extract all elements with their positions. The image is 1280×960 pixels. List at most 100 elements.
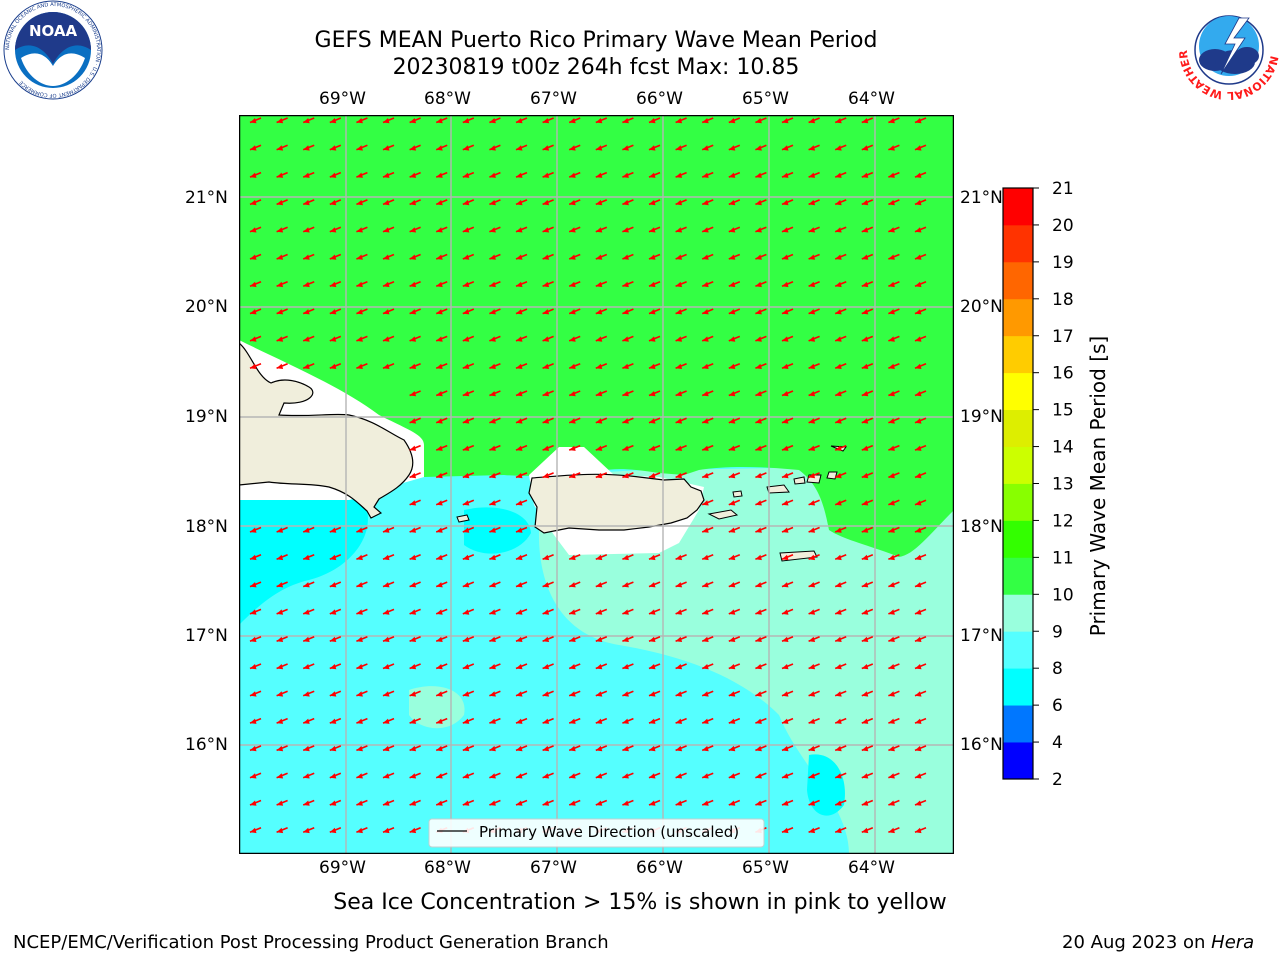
wave-arrow-head (675, 145, 683, 151)
wave-arrow-head (329, 281, 337, 288)
wave-arrow-head (329, 145, 337, 151)
wave-arrow-head (489, 363, 496, 369)
wave-arrow-head (250, 745, 257, 752)
wave-arrow-head (569, 445, 576, 451)
lat-label-right: 16°N (960, 735, 1003, 755)
colorbar-tick-label: 20 (1052, 216, 1074, 236)
lat-label-right: 19°N (960, 407, 1003, 427)
wave-arrow-head (356, 664, 363, 670)
wave-arrow-head (569, 391, 576, 397)
wave-arrow-head (675, 636, 683, 642)
wave-arrow-head (329, 609, 337, 615)
wave-arrow-head (276, 718, 284, 724)
wave-arrow-head (782, 745, 789, 752)
colorbar-segment (1003, 668, 1033, 706)
wave-arrow-head (356, 691, 363, 697)
wave-arrow-head (356, 363, 363, 369)
wave-arrow-head (569, 418, 576, 424)
wave-arrow-head (462, 363, 470, 369)
wave-arrow-head (516, 227, 523, 233)
wave-arrow-head (649, 773, 656, 779)
wave-arrow-head (649, 254, 656, 260)
lon-label-top: 64°W (848, 89, 895, 109)
colorbar-segment (1003, 224, 1033, 263)
wave-arrow-head (808, 500, 816, 506)
wave-arrow-head (409, 309, 417, 315)
wave-arrow-head (542, 336, 550, 342)
wave-arrow-head (915, 773, 922, 779)
noaa-logo-text: NOAA (29, 22, 78, 40)
wave-arrow-head (835, 773, 842, 779)
wave-arrow-head (915, 309, 922, 315)
wave-arrow-head (888, 582, 895, 588)
colorbar-segment (1003, 409, 1033, 447)
wave-arrow-head (702, 691, 709, 697)
wave-arrow-head (383, 718, 390, 724)
lon-label-bottom: 65°W (742, 858, 789, 878)
wave-arrow-head (861, 118, 869, 124)
wave-arrow-head (649, 472, 656, 479)
wave-arrow-head (808, 636, 816, 642)
wave-arrow-head (462, 418, 470, 424)
wave-arrow-head (383, 227, 390, 233)
wave-arrow-head (436, 582, 443, 588)
wave-arrow-head (861, 472, 869, 479)
colorbar-tick-label: 14 (1052, 438, 1074, 458)
wave-arrow-head (595, 582, 603, 588)
wave-arrow-head (915, 418, 922, 424)
wave-arrow-head (808, 199, 816, 206)
wave-arrow-head (383, 118, 390, 124)
wave-arrow-head (782, 172, 789, 178)
wave-arrow-head (569, 664, 576, 670)
wave-arrow-head (755, 145, 762, 151)
wave-arrow-head (728, 118, 736, 124)
wave-arrow-head (755, 445, 762, 451)
wave-arrow-head (782, 254, 789, 260)
wave-arrow-head (595, 636, 603, 642)
wave-arrow-head (569, 773, 576, 779)
wave-arrow-head (569, 691, 576, 697)
wave-arrow-head (622, 800, 629, 806)
wave-arrow-head (276, 636, 284, 642)
wave-arrow-head (915, 445, 922, 451)
colorbar-tick-label: 19 (1052, 253, 1074, 273)
wave-arrow-head (915, 827, 922, 834)
wave-arrow-head (383, 745, 390, 752)
wave-arrow-head (542, 145, 550, 151)
wave-arrow-head (329, 336, 337, 342)
wave-arrow-head (861, 609, 869, 615)
wave-arrow-head (888, 472, 895, 479)
wave-arrow-head (675, 363, 683, 369)
wave-arrow-head (383, 527, 390, 533)
wave-arrow-head (542, 391, 550, 397)
wave-arrow-head (356, 636, 363, 642)
colorbar-segment (1003, 520, 1033, 558)
wave-arrow-head (542, 718, 550, 724)
wave-arrow-head (516, 254, 523, 260)
colorbar-tick-label: 18 (1052, 290, 1074, 310)
wave-arrow-head (782, 309, 789, 315)
wave-arrow-head (329, 254, 337, 260)
wave-arrow-head (755, 199, 762, 206)
wave-arrow-head (782, 336, 789, 342)
wave-arrow-head (622, 554, 629, 561)
wave-arrow-head (595, 800, 603, 806)
wave-arrow-head (755, 773, 762, 779)
wave-arrow-head (808, 773, 816, 779)
wave-arrow-head (303, 554, 310, 561)
wave-arrow-head (569, 172, 576, 178)
wave-arrow-head (516, 145, 523, 151)
wave-arrow-head (888, 609, 895, 615)
wave-arrow-head (462, 500, 470, 506)
lat-label-left: 20°N (185, 297, 228, 317)
wave-arrow-head (436, 664, 443, 670)
wave-arrow-head (409, 363, 417, 369)
wave-arrow-head (835, 418, 842, 424)
wave-arrow-head (516, 664, 523, 670)
wave-arrow-head (675, 172, 683, 178)
period-band-9-10 (539, 465, 954, 854)
wave-arrow-head (356, 745, 363, 752)
wave-arrow-head (329, 309, 337, 315)
wave-arrow-head (250, 172, 257, 178)
wave-arrow-head (595, 199, 603, 206)
